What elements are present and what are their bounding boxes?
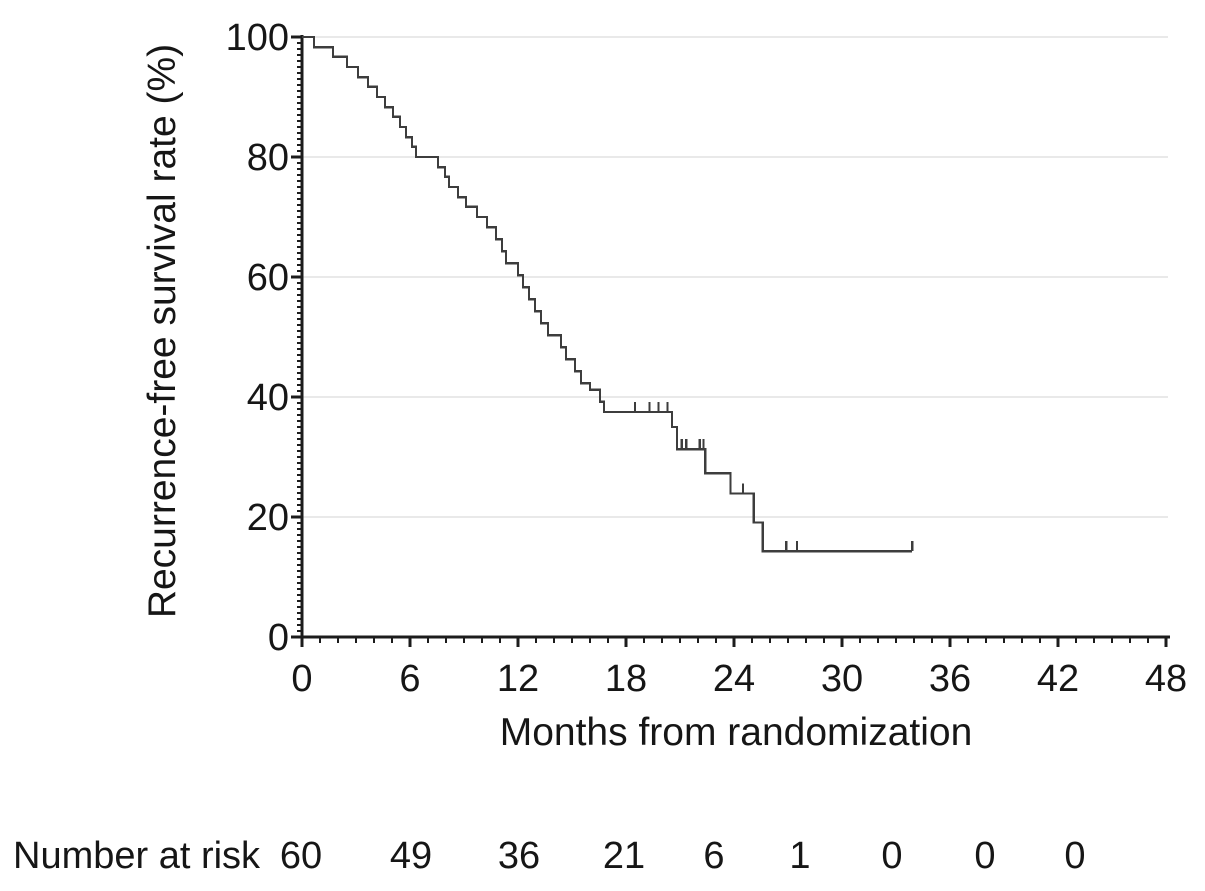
y-tick-label: 0 xyxy=(268,617,289,659)
risk-count: 0 xyxy=(881,834,903,877)
survival-curve xyxy=(302,35,913,553)
x-tick-label: 42 xyxy=(1037,658,1079,700)
risk-count: 6 xyxy=(703,834,725,877)
risk-count: 0 xyxy=(974,834,996,877)
x-tick-label: 48 xyxy=(1145,658,1187,700)
x-axis-title: Months from randomization xyxy=(499,711,973,754)
risk-count: 60 xyxy=(279,834,323,877)
risk-table-label: Number at risk xyxy=(13,834,261,877)
y-tick-label: 20 xyxy=(247,497,289,539)
y-tick-label: 40 xyxy=(247,377,289,419)
risk-count: 36 xyxy=(497,834,541,877)
x-tick-label: 18 xyxy=(605,658,647,700)
x-tick-label: 0 xyxy=(291,658,312,700)
risk-count: 1 xyxy=(789,834,811,877)
x-tick-label: 12 xyxy=(497,658,539,700)
y-tick-label: 100 xyxy=(226,17,289,59)
y-tick-label: 80 xyxy=(247,137,289,179)
risk-count: 0 xyxy=(1064,834,1086,877)
y-tick-label: 60 xyxy=(247,257,289,299)
x-tick-label: 24 xyxy=(713,658,755,700)
x-tick-label: 6 xyxy=(399,658,420,700)
x-tick-label: 36 xyxy=(929,658,971,700)
risk-count: 21 xyxy=(602,834,646,877)
x-tick-label: 30 xyxy=(821,658,863,700)
risk-count: 49 xyxy=(389,834,433,877)
